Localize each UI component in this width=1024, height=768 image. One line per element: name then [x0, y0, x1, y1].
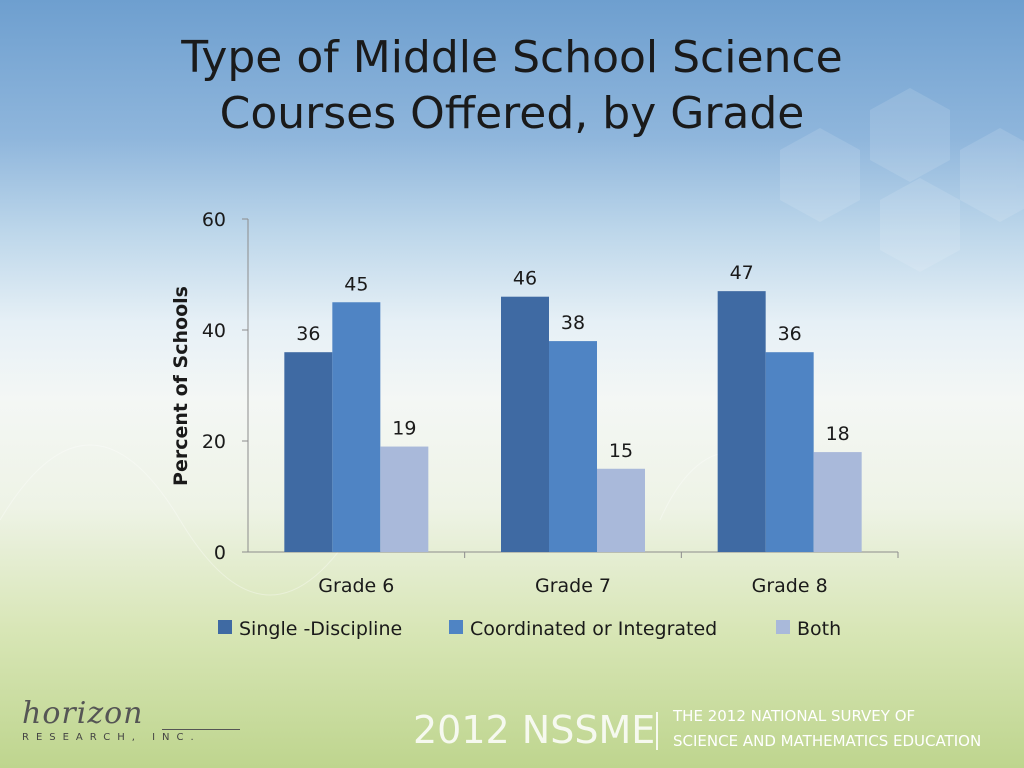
survey-name: THE 2012 NATIONAL SURVEY OF SCIENCE AND …: [673, 704, 981, 754]
data-label: 36: [296, 323, 320, 345]
y-tick-label: 0: [214, 542, 226, 564]
slide-title-line2: Courses Offered, by Grade: [219, 88, 805, 139]
legend-label: Coordinated or Integrated: [470, 618, 717, 640]
bar: [501, 296, 549, 552]
bar: [597, 468, 645, 552]
chart-legend: Single -Discipline Coordinated or Integra…: [218, 618, 841, 640]
data-label: 15: [609, 440, 633, 462]
y-tick-label: 40: [202, 320, 226, 342]
data-label: 38: [561, 312, 585, 334]
bar: [284, 352, 333, 552]
y-axis-title: Percent of Schools: [170, 286, 192, 486]
data-label: 45: [344, 273, 368, 295]
horizon-logo: horizon RESEARCH, INC.: [22, 696, 252, 750]
y-tick-label: 60: [202, 209, 226, 231]
x-tick-label: Grade 8: [752, 575, 828, 597]
data-label: 46: [513, 268, 537, 290]
legend-swatch: [218, 620, 232, 634]
logo-rule: [162, 729, 240, 730]
bar: [549, 341, 597, 552]
legend-label: Single -Discipline: [239, 618, 402, 640]
bar: [380, 446, 429, 552]
bar: [765, 352, 814, 552]
legend-label: Both: [797, 618, 841, 640]
legend-swatch: [776, 620, 790, 634]
data-label: 47: [730, 262, 754, 284]
chart-bars: [284, 291, 862, 552]
data-label: 19: [392, 418, 416, 440]
legend-swatch: [449, 620, 463, 634]
nssme-divider: [656, 712, 658, 750]
y-tick-label: 20: [202, 431, 226, 453]
survey-line2: SCIENCE AND MATHEMATICS EDUCATION: [673, 732, 982, 750]
bar: [717, 291, 766, 552]
x-tick-label: Grade 6: [318, 575, 394, 597]
survey-line1: THE 2012 NATIONAL SURVEY OF: [673, 707, 916, 725]
data-label: 36: [778, 323, 802, 345]
x-tick-label: Grade 7: [535, 575, 611, 597]
bar: [813, 452, 862, 552]
slide-title-line1: Type of Middle School Science: [181, 32, 843, 83]
slide-title: Type of Middle School Science Courses Of…: [0, 30, 1024, 142]
data-label: 18: [826, 423, 850, 445]
logo-script: horizon: [22, 696, 144, 731]
nssme-mark: 2012 NSSME: [413, 708, 656, 752]
logo-subtitle: RESEARCH, INC.: [22, 732, 201, 743]
chart-data-labels: 36 45 19 46 38 15 47 36 18: [296, 262, 850, 462]
bar: [332, 302, 381, 552]
